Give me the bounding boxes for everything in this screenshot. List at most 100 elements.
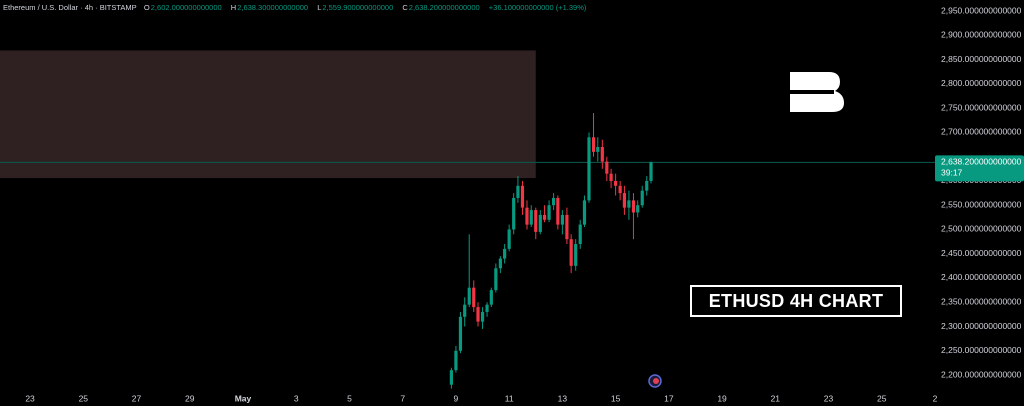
x-tick-label: 25	[79, 393, 89, 403]
x-tick-label: 19	[717, 393, 727, 403]
ohlc-label: O	[143, 3, 150, 12]
y-tick-label: 2,300.000000000000	[941, 321, 1022, 331]
candle-body	[645, 180, 649, 191]
x-tick-label: 21	[771, 393, 781, 403]
countdown: 39:17	[941, 168, 963, 178]
logo	[790, 72, 844, 112]
event-dot	[653, 378, 659, 384]
ohlc-value: 2,638.200000000000	[408, 3, 480, 12]
candle-body	[520, 185, 525, 208]
symbol: Ethereum / U.S. Dollar · 4h · BITSTAMP	[3, 3, 137, 12]
candle-body	[472, 287, 476, 308]
candle-body	[538, 214, 542, 232]
x-tick-label: 3	[294, 393, 299, 403]
y-tick-label: 2,350.000000000000	[941, 296, 1022, 306]
event-icon	[648, 374, 662, 388]
candle-body	[507, 229, 511, 249]
candle-body	[636, 205, 640, 213]
change: +36.100000000000 (+1.39%)	[488, 3, 587, 12]
x-tick-label: 17	[664, 393, 674, 403]
legend-header: Ethereum / U.S. Dollar · 4h · BITSTAMP O…	[3, 3, 593, 12]
x-tick-label: 2	[933, 393, 938, 403]
candle-body	[560, 214, 564, 225]
y-tick-label: 2,850.000000000000	[941, 54, 1022, 64]
ohlc-value: 2,602.000000000000	[150, 3, 222, 12]
x-tick-label: 25	[877, 393, 887, 403]
candle-body	[449, 370, 453, 385]
candle-body	[600, 147, 604, 162]
candle-body	[605, 161, 609, 174]
y-tick-label: 2,950.000000000000	[941, 5, 1022, 15]
candle-body	[480, 311, 485, 322]
candle-body	[622, 193, 626, 208]
candle-body	[614, 180, 618, 186]
candle-body	[627, 200, 631, 208]
x-tick-label: 29	[185, 393, 195, 403]
y-tick-label: 2,500.000000000000	[941, 224, 1022, 234]
candle-body	[454, 350, 458, 371]
x-tick-label: 9	[454, 393, 459, 403]
y-tick-label: 2,200.000000000000	[941, 369, 1022, 379]
candle-body	[485, 304, 489, 312]
y-tick-label: 2,550.000000000000	[941, 199, 1022, 209]
y-tick-label: 2,400.000000000000	[941, 272, 1022, 282]
x-tick-label: 23	[824, 393, 834, 403]
x-tick-label: 7	[400, 393, 405, 403]
x-tick-label: 15	[611, 393, 621, 403]
logo-slot	[798, 90, 834, 94]
candle-body	[503, 248, 507, 259]
candle-body	[516, 185, 520, 198]
price-badge-label: 2,638.200000000000	[941, 157, 1022, 167]
x-tick-label: 11	[505, 393, 514, 403]
annotation-box: ETHUSD 4H CHART	[690, 285, 902, 317]
price-badge	[935, 155, 1024, 182]
candle-body	[467, 287, 471, 305]
candle-body	[529, 210, 533, 225]
candle-body	[489, 290, 493, 305]
x-tick-label: 5	[347, 393, 352, 403]
candle-body	[512, 197, 516, 230]
y-tick-label: 2,450.000000000000	[941, 248, 1022, 258]
candle-body	[476, 307, 480, 322]
x-tick-label: May	[235, 393, 252, 403]
candle-body	[618, 185, 622, 194]
y-tick-label: 2,700.000000000000	[941, 127, 1022, 137]
candle-body	[498, 258, 502, 269]
x-tick-label: 27	[132, 393, 142, 403]
x-tick-label: 13	[558, 393, 568, 403]
candle-body	[494, 268, 498, 291]
candle-body	[463, 304, 467, 317]
candle-body	[649, 162, 653, 181]
zone	[0, 50, 536, 179]
candle-body	[458, 316, 463, 351]
y-tick-label: 2,800.000000000000	[941, 78, 1022, 88]
candle-body	[574, 244, 578, 266]
candle-body	[569, 239, 573, 266]
candle-body	[587, 137, 591, 201]
candle-body	[640, 190, 644, 206]
candle-body	[547, 205, 551, 220]
candle-body	[609, 173, 613, 181]
ohlc-label: C	[402, 3, 408, 12]
candle-body	[596, 147, 600, 152]
candle-body	[565, 214, 569, 240]
candle-body	[591, 137, 596, 152]
candle-body	[582, 200, 587, 225]
x-tick-label: 23	[25, 393, 35, 403]
ohlc-label: L	[317, 3, 322, 12]
candle-body	[542, 214, 547, 220]
ohlc-label: H	[230, 3, 237, 12]
logo-slot	[790, 90, 798, 94]
candle-body	[552, 197, 556, 206]
candle-body	[556, 197, 560, 225]
y-tick-label: 2,750.000000000000	[941, 102, 1022, 112]
candle-body	[534, 210, 538, 232]
ohlc-value: 2,638.300000000000	[237, 3, 309, 12]
ohlc-value: 2,559.900000000000	[322, 3, 394, 12]
y-tick-label: 2,250.000000000000	[941, 345, 1022, 355]
candle-body	[578, 224, 582, 245]
candle-body	[631, 200, 636, 213]
candle-body	[525, 207, 529, 225]
